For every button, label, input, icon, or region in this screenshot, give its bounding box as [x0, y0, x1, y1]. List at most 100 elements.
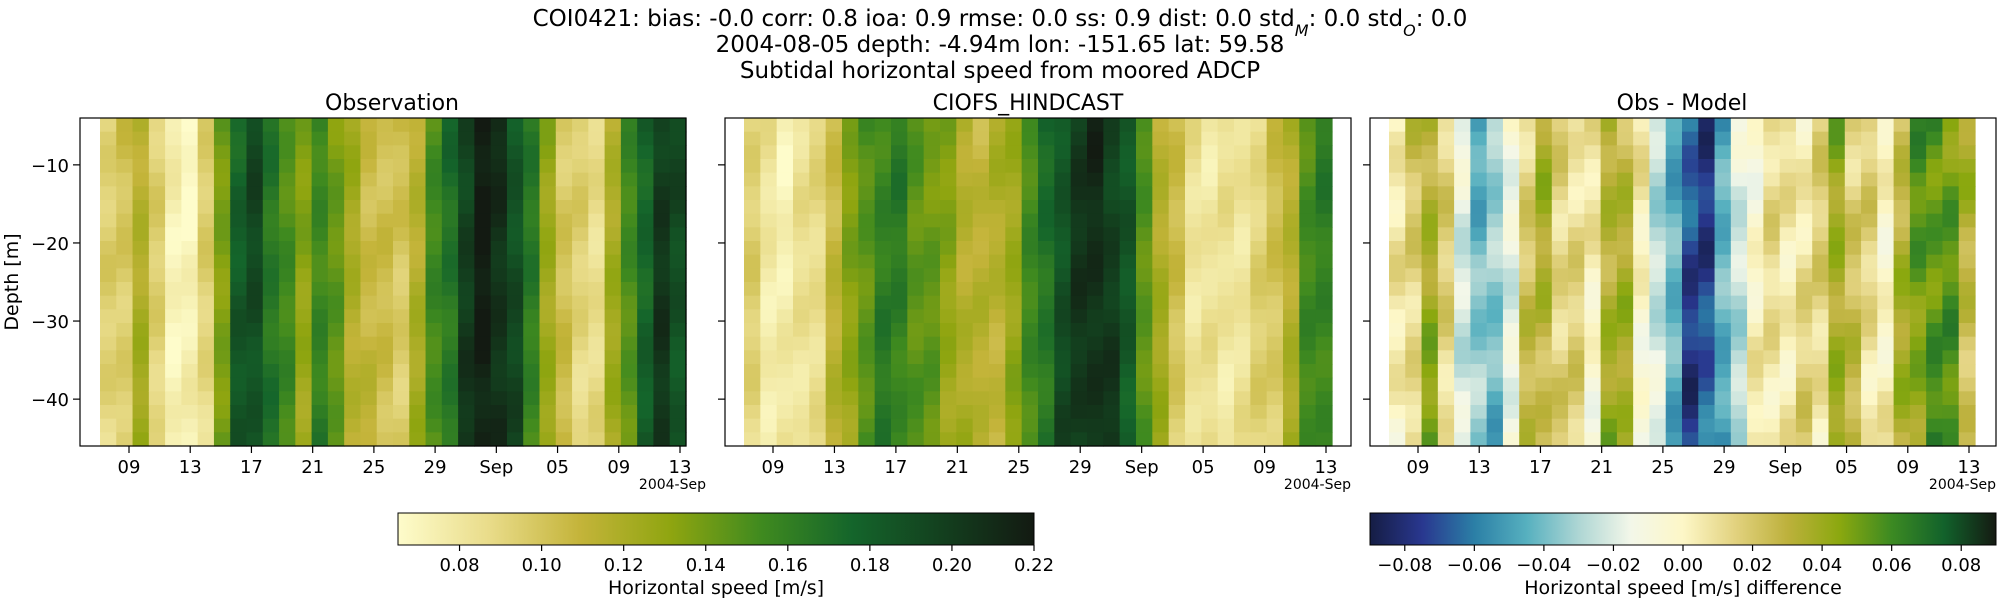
heatmap-cell [1893, 323, 1911, 338]
heatmap-cell [1470, 145, 1488, 160]
heatmap-cell [891, 213, 908, 228]
x-tick-label: 17 [1529, 457, 1552, 478]
heatmap-cell [1665, 268, 1683, 283]
heatmap-cell [1502, 118, 1520, 133]
heatmap-cell [1486, 118, 1504, 133]
heatmap-cell [1551, 118, 1569, 133]
heatmap-cell [262, 159, 280, 174]
heatmap-cell [1470, 186, 1488, 201]
heatmap-cell [1152, 186, 1170, 201]
heatmap-cell [425, 241, 443, 256]
heatmap-cell [1250, 186, 1268, 201]
heatmap-cell [327, 172, 345, 187]
heatmap-cell [1893, 268, 1911, 283]
heatmap-cell [1283, 364, 1300, 379]
heatmap-cell [809, 323, 827, 338]
heatmap-cell [230, 186, 248, 201]
heatmap-cell [213, 159, 231, 174]
heatmap-cell [295, 282, 313, 297]
heatmap-cell [246, 145, 264, 160]
heatmap-cell [1152, 241, 1170, 256]
heatmap-cell [1054, 405, 1072, 420]
colorbar-label: Horizontal speed [m/s] [608, 577, 824, 599]
heatmap-cell [1266, 418, 1284, 433]
heatmap-cell [327, 350, 345, 365]
heatmap-cell [555, 364, 573, 379]
heatmap-cell [1038, 186, 1055, 201]
heatmap-cell [637, 418, 655, 433]
heatmap-cell [1926, 350, 1944, 365]
heatmap-cell [1730, 295, 1748, 310]
heatmap-cell [956, 118, 974, 133]
heatmap-cell [523, 118, 541, 133]
heatmap-cell [1470, 254, 1488, 269]
heatmap-cell [490, 145, 508, 160]
panel-obs-minus-model: Obs - Model 09 13 17 21 25 29 Sep 05 09 13 2004-S… [1363, 91, 1997, 493]
heatmap-cell [344, 118, 362, 133]
heatmap-cell [360, 309, 378, 324]
heatmap-cell [1217, 131, 1235, 146]
heatmap-cell [1234, 227, 1251, 242]
heatmap-cell [1649, 186, 1667, 201]
heatmap-cell [1421, 213, 1439, 228]
heatmap-cell [1421, 295, 1439, 310]
heatmap-cell [923, 432, 941, 447]
heatmap-cell [1698, 418, 1716, 433]
heatmap-cell [1038, 268, 1055, 283]
heatmap-cell [1568, 377, 1585, 392]
heatmap-cell [1763, 418, 1781, 433]
heatmap-cell [1087, 350, 1104, 365]
heatmap-cell [1909, 241, 1927, 256]
heatmap-cell [744, 418, 761, 433]
heatmap-cell [744, 309, 761, 324]
heatmap-cell [1389, 254, 1406, 269]
heatmap-cell [1201, 213, 1219, 228]
heatmap-cell [1877, 172, 1895, 187]
heatmap-cell [1136, 213, 1153, 228]
heatmap-cell [100, 268, 117, 283]
heatmap-cell [1021, 227, 1039, 242]
heatmap-cell [1682, 159, 1699, 174]
heatmap-cell [1021, 391, 1039, 406]
heatmap-cell [1152, 309, 1170, 324]
heatmap-cell [858, 309, 876, 324]
heatmap-cell [1551, 254, 1569, 269]
heatmap-cell [1437, 241, 1455, 256]
heatmap-cell [1779, 309, 1797, 324]
heatmap-cell [1714, 405, 1732, 420]
heatmap-cell [1185, 350, 1202, 365]
heatmap-cell [809, 295, 827, 310]
heatmap-cell [1421, 227, 1439, 242]
heatmap-cell [311, 268, 329, 283]
heatmap-cell [132, 377, 150, 392]
heatmap-cell [760, 336, 778, 351]
heatmap-cell [972, 350, 990, 365]
heatmap-cell [1714, 227, 1732, 242]
heatmap-cell [1665, 227, 1683, 242]
heatmap-cell [1136, 350, 1153, 365]
heatmap-cell [100, 350, 117, 365]
heatmap-cell [1502, 227, 1520, 242]
heatmap-cell [1136, 159, 1153, 174]
heatmap-cell [620, 159, 638, 174]
heatmap-cell [148, 131, 166, 146]
heatmap-cell [620, 295, 638, 310]
heatmap-cell [506, 118, 524, 133]
heatmap-cell [1616, 323, 1634, 338]
heatmap-cell [1893, 418, 1911, 433]
heatmap-cell [1909, 405, 1927, 420]
heatmap-cell [1087, 254, 1104, 269]
heatmap-cell [972, 323, 990, 338]
heatmap-cell [1005, 336, 1023, 351]
heatmap-cell [972, 309, 990, 324]
heatmap-cell [1665, 172, 1683, 187]
heatmap-cell [1909, 118, 1927, 133]
heatmap-cell [907, 377, 925, 392]
heatmap-cell [474, 159, 492, 174]
heatmap-cell [1389, 282, 1406, 297]
heatmap-cell [637, 186, 655, 201]
heatmap-cell [1584, 159, 1602, 174]
heatmap-cell [1600, 145, 1618, 160]
heatmap-cell [891, 432, 908, 447]
